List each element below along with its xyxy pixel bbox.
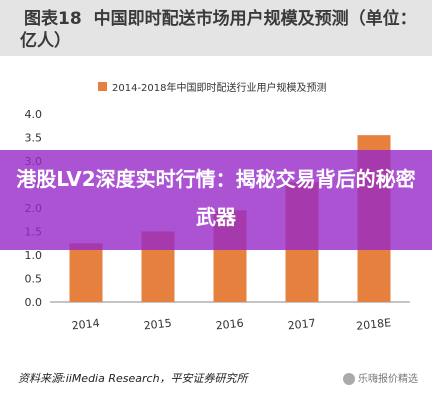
figure-title-bar: 图表18 中国即时配送市场用户规模及预测（单位：亿人） — [0, 0, 432, 56]
figure-number: 图表18 — [24, 9, 82, 29]
x-tick-label: 2015 — [143, 317, 172, 333]
watermark-icon — [343, 373, 355, 385]
legend-label: 2014-2018年中国即时配送行业用户规模及预测 — [112, 81, 327, 94]
y-tick-label: 0.0 — [25, 296, 43, 309]
overlay-headline[interactable]: 港股LV2深度实时行情：揭秘交易背后的秘密武器 — [16, 167, 416, 229]
bar — [69, 243, 103, 302]
x-tick-label: 2018E — [356, 316, 392, 333]
figure-title-text: 中国即时配送市场用户规模及预测（单位：亿人） — [20, 9, 417, 51]
x-tick-label: 2017 — [287, 317, 316, 333]
y-tick-label: 0.5 — [25, 273, 43, 286]
watermark-text: 乐嗨报价精选 — [358, 374, 418, 385]
y-tick-label: 1.0 — [25, 249, 43, 262]
y-tick-label: 3.5 — [25, 132, 43, 145]
overlay-banner[interactable]: 港股LV2深度实时行情：揭秘交易背后的秘密武器 — [0, 150, 432, 250]
watermark: 乐嗨报价精选 — [343, 370, 418, 385]
x-tick-label: 2016 — [215, 317, 244, 333]
y-tick-label: 4.0 — [25, 108, 43, 121]
x-axis: 2014 2015 2016 2017 2018E — [71, 316, 392, 333]
legend-swatch — [98, 82, 107, 91]
x-tick-label: 2014 — [71, 317, 100, 333]
figure-title: 图表18 中国即时配送市场用户规模及预测（单位：亿人） — [20, 8, 420, 52]
source-note: 资料来源:iiMedia Research，平安证券研究所 — [18, 372, 248, 385]
